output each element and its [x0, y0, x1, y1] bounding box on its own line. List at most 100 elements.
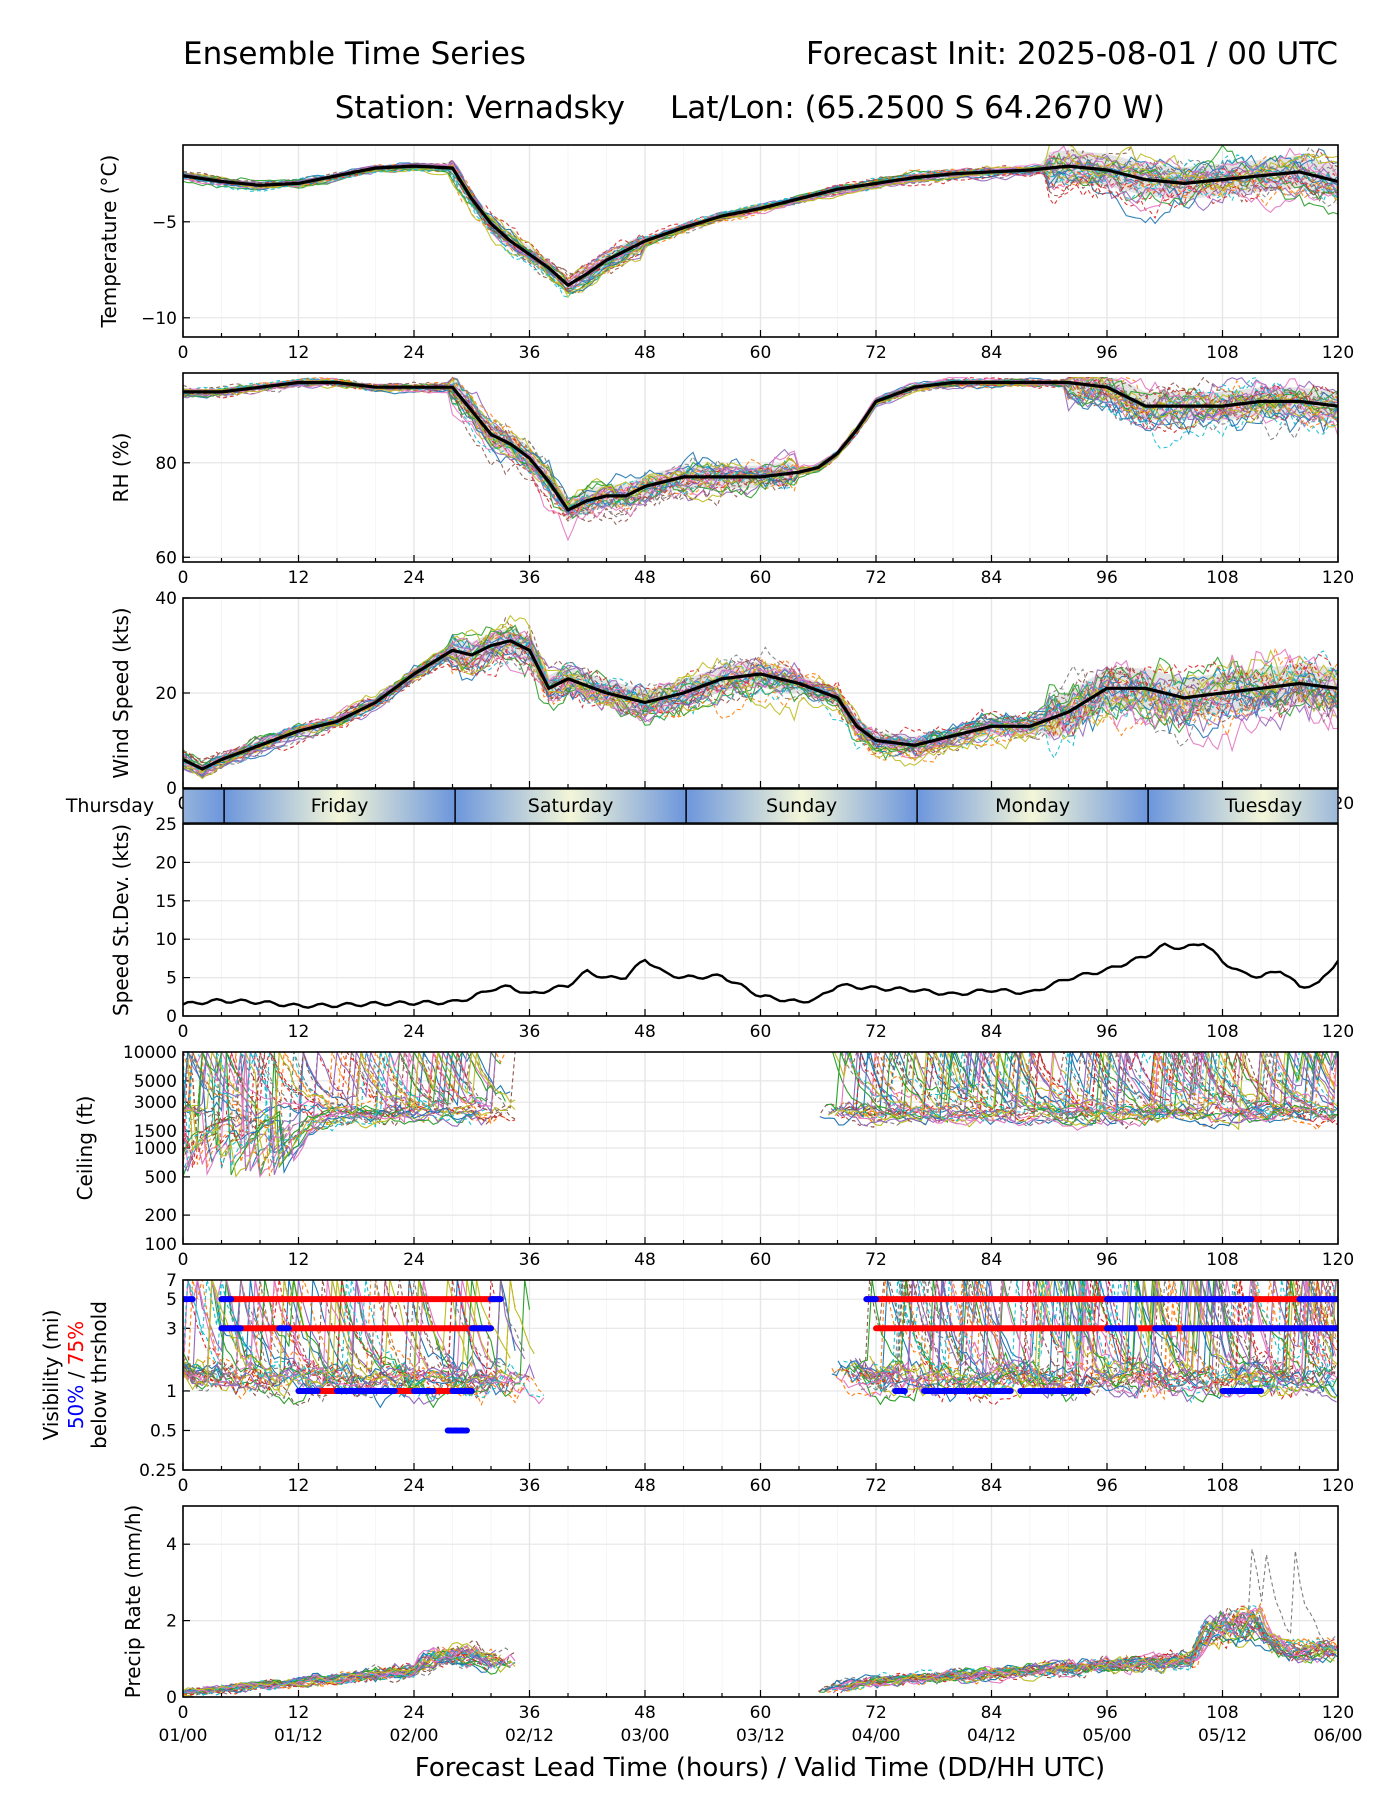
day-band-cells: [183, 789, 1338, 823]
x-tick-label: 108: [1206, 1250, 1238, 1270]
x-tick-label: 60: [750, 1476, 772, 1496]
x-tick-label: 48: [634, 1250, 656, 1270]
valid-time-labels: 01/00 01/12 02/00 02/12 03/00 03/12 04/00 04/12…: [159, 1726, 1363, 1746]
x-tick-label: 72: [865, 343, 887, 363]
x-tick-label: 36: [519, 1476, 541, 1496]
valid-time-label: 06/00: [1314, 1726, 1363, 1746]
x-tick-label: 84: [981, 1250, 1003, 1270]
y-tick-label: 5: [166, 1290, 177, 1310]
y-axis-label-visibility-threshold: below thrshold: [87, 1301, 111, 1449]
valid-time-label: 05/00: [1083, 1726, 1132, 1746]
x-tick-label: 96: [1096, 343, 1118, 363]
x-tick-label: 12: [288, 343, 310, 363]
day-label-sunday: Sunday: [766, 795, 837, 817]
ensemble-member-line: [869, 1280, 1337, 1403]
x-tick-label: 60: [750, 1022, 772, 1042]
ensemble-member-line: [834, 1052, 1336, 1128]
ensemble-member-line: [845, 1280, 1338, 1406]
label-75pct: 75%: [64, 1321, 88, 1365]
ensemble-member-line: [183, 153, 1338, 287]
x-tick-label: 12: [288, 1476, 310, 1496]
valid-time-label: 01/00: [159, 1726, 208, 1746]
x-tick-label: 0: [178, 1703, 189, 1723]
x-tick-label: 84: [981, 1022, 1003, 1042]
plot-area-precip_rate: [183, 1548, 1338, 1697]
y-tick-label: 20: [155, 684, 177, 704]
threshold-markers: [183, 1296, 1338, 1434]
day-cell-thursday: [183, 789, 225, 823]
ensemble-member-line: [183, 378, 1338, 511]
ensemble-member-line: [832, 1611, 1334, 1694]
valid-time-label: 02/12: [505, 1726, 554, 1746]
ensemble-member-line: [833, 1280, 1335, 1404]
ensemble-member-line: [183, 153, 1338, 298]
x-tick-label: 36: [519, 1022, 541, 1042]
y-axis-label-visibility-pcts: 50% / 75%: [64, 1321, 88, 1429]
ensemble-member-line: [183, 627, 1338, 771]
ensemble-member-line: [822, 1629, 1338, 1691]
ensemble-member-line: [183, 633, 1338, 776]
valid-time-label: 03/00: [621, 1726, 670, 1746]
y-axis-label-speed-stdev: Speed St.Dev. (kts): [109, 824, 133, 1016]
y-ticks-precip_rate: 0 2 4: [166, 1535, 190, 1708]
ensemble-member-line: [854, 1280, 1337, 1403]
ensemble-member-line: [183, 1280, 511, 1391]
mean-line-rh: [183, 380, 1338, 512]
y-tick-label: −5: [152, 213, 177, 233]
x-tick-label: 0: [178, 1022, 189, 1042]
ensemble-member-line: [831, 1605, 1338, 1690]
panel-temperature: −10 −5 0 12 24 36 48 60 72 84 96 108 120 Temperature …: [97, 144, 1354, 363]
ensemble-member-line: [183, 377, 1338, 506]
ensemble-member-line: [183, 1052, 506, 1139]
x-tick-label: 108: [1206, 343, 1238, 363]
plot-frame: [182, 1051, 1339, 1245]
x-tick-label: 48: [634, 343, 656, 363]
x-tick-label: 120: [1322, 1022, 1354, 1042]
y-tick-label: 3000: [134, 1093, 177, 1113]
ensemble-member-line: [833, 1052, 1336, 1131]
day-cell-saturday: [455, 789, 687, 823]
ensemble-member-line: [846, 1052, 1338, 1125]
x-tick-label: 36: [519, 1250, 541, 1270]
ensemble-member-line: [842, 1611, 1334, 1691]
ensemble-member-line: [843, 1280, 1335, 1400]
y-tick-label: 1000: [134, 1139, 177, 1159]
ensemble-member-line: [846, 1052, 1334, 1121]
ensemble-member-line: [858, 1280, 1337, 1397]
ensemble-members-precip: [183, 1548, 1338, 1697]
plot-frame: [182, 823, 1339, 1017]
x-tick-label: 24: [403, 1250, 425, 1270]
day-band: Thursday Friday Saturday Sunday Monday Tuesda…: [65, 788, 1339, 824]
ensemble-member-line: [183, 1052, 492, 1172]
ensemble-member-line: [845, 1626, 1338, 1692]
ensemble-member-line: [183, 1052, 477, 1175]
plot-frame: [182, 1505, 1339, 1698]
y-tick-label: 80: [155, 454, 177, 474]
ensemble-member-line: [183, 381, 1338, 514]
ensemble-member-line: [183, 634, 1338, 775]
x-tick-label: 24: [403, 1022, 425, 1042]
ensemble-member-line: [840, 1280, 1338, 1400]
x-tick-label: 96: [1096, 1022, 1118, 1042]
y-tick-label: 0: [166, 1007, 177, 1027]
y-tick-label: 0.5: [150, 1421, 177, 1441]
day-cell-monday: [917, 789, 1149, 823]
label-50pct: 50%: [64, 1385, 88, 1429]
ensemble-member-line: [183, 1052, 516, 1178]
x-tick-label: 120: [1322, 1250, 1354, 1270]
ensemble-member-line: [841, 1052, 1338, 1123]
x-tick-label: 0: [178, 1250, 189, 1270]
x-tick-label: 60: [750, 1250, 772, 1270]
x-tick-label: 36: [519, 568, 541, 588]
ensemble-member-line: [852, 1280, 1335, 1396]
x-tick-label: 72: [865, 1476, 887, 1496]
y-ticks-rh: 60 80: [155, 454, 190, 568]
x-tick-label: 24: [403, 343, 425, 363]
ensemble-member-line: [183, 642, 1338, 778]
ensemble-member-line: [183, 1649, 497, 1696]
y-tick-label: 5: [166, 969, 177, 989]
valid-time-label: 05/12: [1198, 1726, 1247, 1746]
ensemble-member-line: [840, 1052, 1337, 1131]
